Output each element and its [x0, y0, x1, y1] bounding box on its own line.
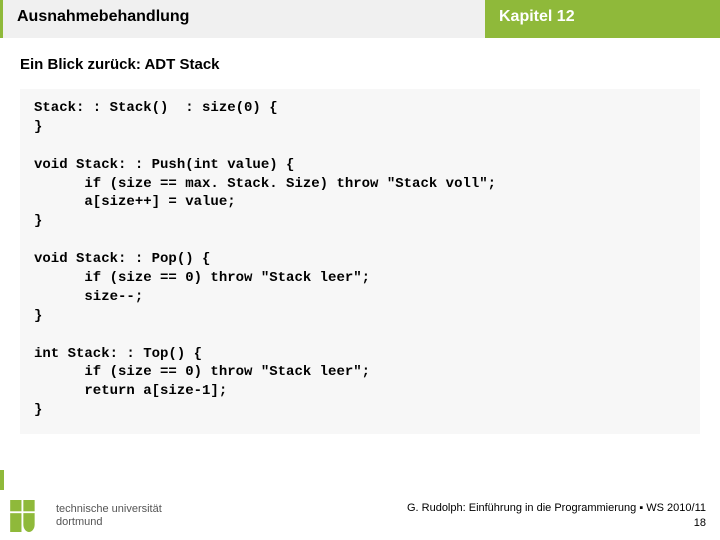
header-chapter-right: Kapitel 12 — [485, 0, 720, 38]
university-logo: technische universität dortmund — [10, 500, 162, 532]
slide-subtitle: Ein Blick zurück: ADT Stack — [0, 38, 720, 83]
slide-footer: G. Rudolph: Einführung in die Programmie… — [407, 501, 706, 530]
page-number: 18 — [407, 516, 706, 530]
header-title-left: Ausnahmebehandlung — [0, 0, 485, 38]
code-block: Stack: : Stack() : size(0) { } void Stac… — [20, 89, 700, 434]
logo-line2: dortmund — [56, 516, 162, 529]
accent-bar — [0, 470, 4, 490]
logo-line1: technische universität — [56, 503, 162, 516]
logo-text: technische universität dortmund — [56, 503, 162, 528]
slide-header: Ausnahmebehandlung Kapitel 12 — [0, 0, 720, 38]
tu-logo-icon — [10, 500, 48, 532]
footer-credit: G. Rudolph: Einführung in die Programmie… — [407, 501, 706, 515]
